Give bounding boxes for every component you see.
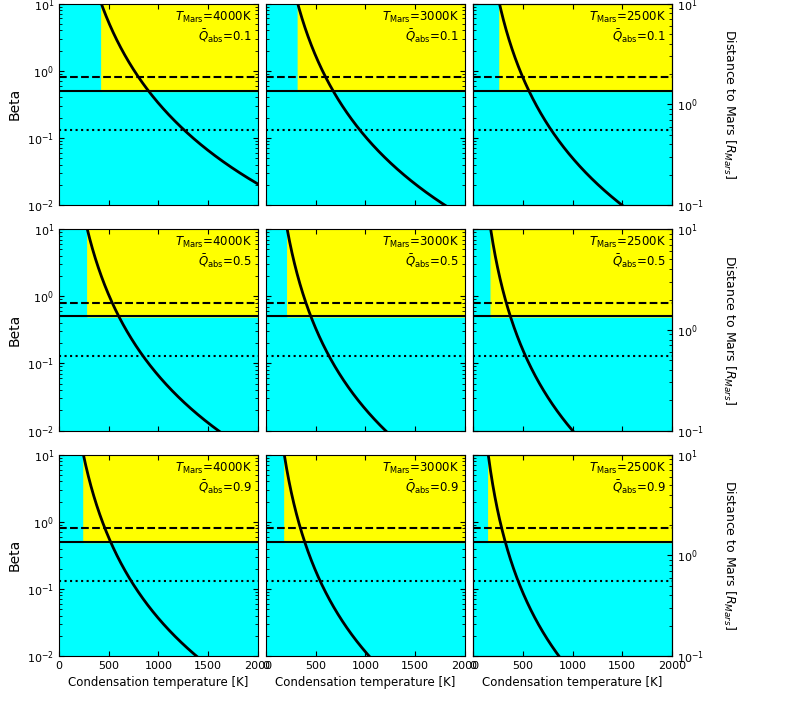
Text: $T_{\rm Mars}$=4000K
$\bar{Q}_{\rm abs}$=0.5: $T_{\rm Mars}$=4000K $\bar{Q}_{\rm abs}$… [175,235,252,270]
Y-axis label: Distance to Mars [$R_{Mars}$]: Distance to Mars [$R_{Mars}$] [721,480,736,630]
X-axis label: Condensation temperature [K]: Condensation temperature [K] [483,676,663,690]
Text: $T_{\rm Mars}$=2500K
$\bar{Q}_{\rm abs}$=0.9: $T_{\rm Mars}$=2500K $\bar{Q}_{\rm abs}$… [589,461,666,496]
Text: $T_{\rm Mars}$=3000K
$\bar{Q}_{\rm abs}$=0.5: $T_{\rm Mars}$=3000K $\bar{Q}_{\rm abs}$… [382,235,459,270]
Text: $T_{\rm Mars}$=2500K
$\bar{Q}_{\rm abs}$=0.1: $T_{\rm Mars}$=2500K $\bar{Q}_{\rm abs}$… [589,9,666,45]
X-axis label: Condensation temperature [K]: Condensation temperature [K] [275,676,456,690]
Text: $T_{\rm Mars}$=4000K
$\bar{Q}_{\rm abs}$=0.9: $T_{\rm Mars}$=4000K $\bar{Q}_{\rm abs}$… [175,461,252,496]
Y-axis label: Beta: Beta [8,314,21,346]
Y-axis label: Beta: Beta [8,539,21,571]
Text: $T_{\rm Mars}$=4000K
$\bar{Q}_{\rm abs}$=0.1: $T_{\rm Mars}$=4000K $\bar{Q}_{\rm abs}$… [175,9,252,45]
Text: $T_{\rm Mars}$=2500K
$\bar{Q}_{\rm abs}$=0.5: $T_{\rm Mars}$=2500K $\bar{Q}_{\rm abs}$… [589,235,666,270]
Y-axis label: Distance to Mars [$R_{Mars}$]: Distance to Mars [$R_{Mars}$] [721,29,736,179]
Text: $T_{\rm Mars}$=3000K
$\bar{Q}_{\rm abs}$=0.1: $T_{\rm Mars}$=3000K $\bar{Q}_{\rm abs}$… [382,9,459,45]
X-axis label: Condensation temperature [K]: Condensation temperature [K] [68,676,248,690]
Y-axis label: Beta: Beta [8,88,21,120]
Y-axis label: Distance to Mars [$R_{Mars}$]: Distance to Mars [$R_{Mars}$] [721,255,736,405]
Text: $T_{\rm Mars}$=3000K
$\bar{Q}_{\rm abs}$=0.9: $T_{\rm Mars}$=3000K $\bar{Q}_{\rm abs}$… [382,461,459,496]
